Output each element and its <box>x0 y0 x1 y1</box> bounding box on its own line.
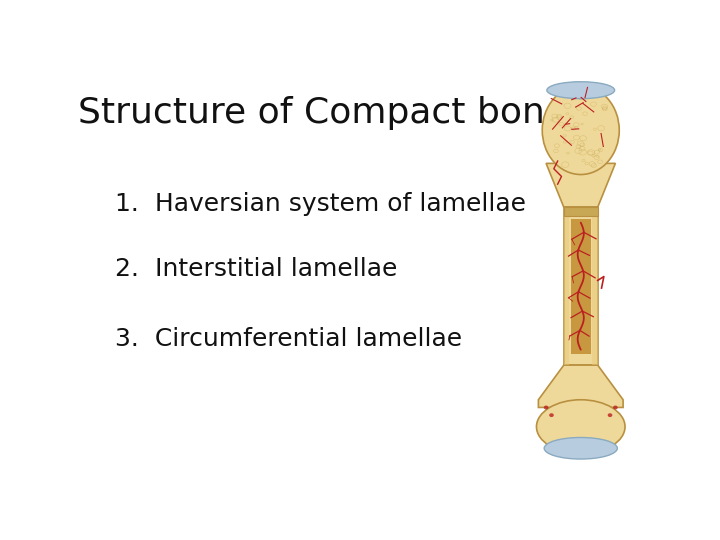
Text: 1.  Haversian system of lamellae: 1. Haversian system of lamellae <box>115 192 526 216</box>
Text: 2.  Interstitial lamellae: 2. Interstitial lamellae <box>115 257 397 281</box>
Polygon shape <box>539 365 623 408</box>
Polygon shape <box>564 207 598 365</box>
Text: Structure of Compact bone: Structure of Compact bone <box>78 96 567 130</box>
Polygon shape <box>571 219 590 354</box>
Ellipse shape <box>544 406 549 409</box>
Polygon shape <box>593 207 598 365</box>
Ellipse shape <box>544 437 617 459</box>
Polygon shape <box>564 207 570 365</box>
Text: 3.  Circumferential lamellae: 3. Circumferential lamellae <box>115 327 462 350</box>
Ellipse shape <box>549 413 554 417</box>
Ellipse shape <box>547 82 615 99</box>
Polygon shape <box>564 207 598 217</box>
Ellipse shape <box>613 406 618 409</box>
Ellipse shape <box>608 413 612 417</box>
Ellipse shape <box>542 86 619 174</box>
Polygon shape <box>546 164 616 207</box>
Ellipse shape <box>536 400 625 454</box>
